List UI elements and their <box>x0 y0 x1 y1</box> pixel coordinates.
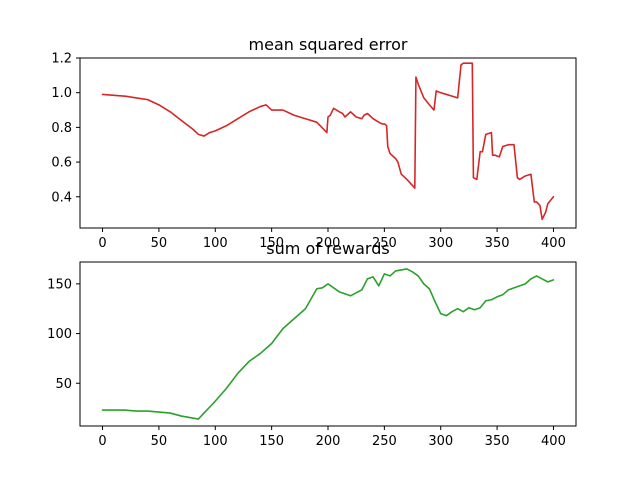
y-tick-label: 1.2 <box>51 52 72 67</box>
x-tick-label: 0 <box>98 434 106 449</box>
x-tick-label: 50 <box>151 236 168 251</box>
x-tick-label: 200 <box>316 434 341 449</box>
chart-title: mean squared error <box>249 35 408 54</box>
y-tick-label: 0.4 <box>51 190 72 205</box>
axes-frame <box>79 57 577 229</box>
x-tick-label: 300 <box>428 236 453 251</box>
y-tick-label: 150 <box>47 277 72 292</box>
x-tick-label: 350 <box>485 236 510 251</box>
x-tick-label: 300 <box>428 434 453 449</box>
y-tick-label: 100 <box>47 327 72 342</box>
y-tick-label: 0.8 <box>51 121 72 136</box>
axes-frame <box>79 261 577 427</box>
x-tick-label: 400 <box>541 434 566 449</box>
chart-panel-1: 0 50 100 150 200 250 300 350 400 0.4 0.6 0.8 1.0 1.2 m… <box>51 35 577 251</box>
x-tick-label: 50 <box>151 434 168 449</box>
x-tick-label: 150 <box>259 434 284 449</box>
chart-title: sum of rewards <box>266 239 389 258</box>
series-line <box>101 62 555 221</box>
x-tick-label: 250 <box>372 236 397 251</box>
x-tick-label: 0 <box>98 236 106 251</box>
x-tick-label: 400 <box>541 236 566 251</box>
x-tick-label: 100 <box>203 236 228 251</box>
x-tick-label: 150 <box>259 236 284 251</box>
x-tick-label: 250 <box>372 434 397 449</box>
x-tick-label: 350 <box>485 434 510 449</box>
y-tick-label: 0.6 <box>51 156 72 171</box>
y-tick-label: 1.0 <box>51 86 72 101</box>
y-tick-label: 50 <box>55 377 72 392</box>
series-line <box>101 268 555 420</box>
x-tick-label: 100 <box>203 434 228 449</box>
x-tick-label: 200 <box>316 236 341 251</box>
